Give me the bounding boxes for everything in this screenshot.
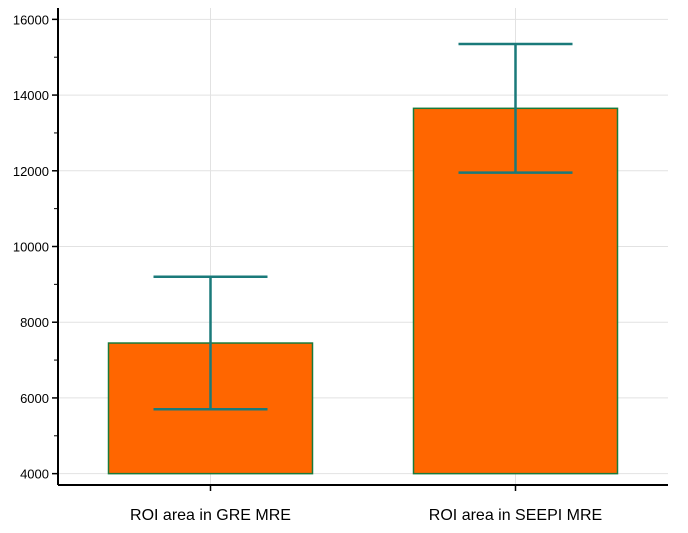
error-bars [153, 42, 573, 411]
x-category-label: ROI area in SEEPI MRE [429, 507, 602, 524]
y-tick-label: 12000 [13, 164, 49, 179]
bars [107, 107, 619, 475]
y-tick-label: 6000 [20, 391, 49, 406]
axes: 4000 6000 8000 10000 12000 14000 16000 ROI area… [13, 8, 668, 524]
y-tick-label: 4000 [20, 467, 49, 482]
y-tick-label: 16000 [13, 12, 49, 27]
y-tick-label: 10000 [13, 240, 49, 255]
y-tick-label: 14000 [13, 88, 49, 103]
x-category-label: ROI area in GRE MRE [130, 507, 291, 524]
y-tick-label: 8000 [20, 315, 49, 330]
